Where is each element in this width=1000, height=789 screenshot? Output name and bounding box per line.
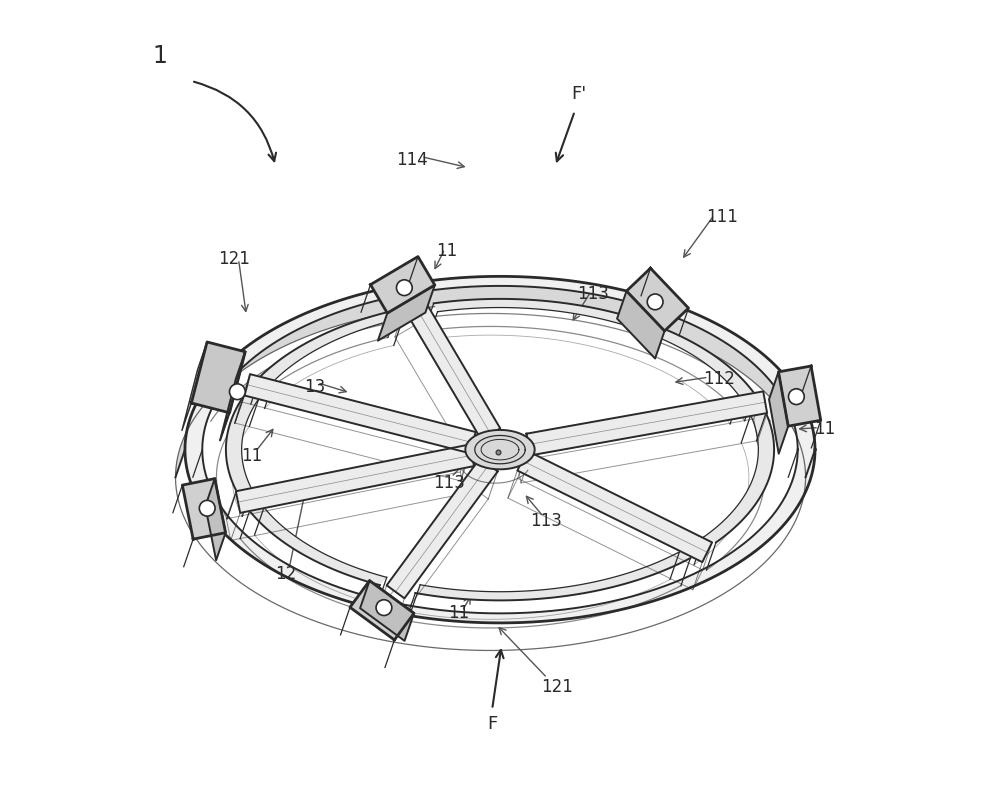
- Polygon shape: [465, 430, 535, 469]
- Text: 111: 111: [706, 208, 738, 226]
- Polygon shape: [182, 342, 207, 431]
- Polygon shape: [191, 342, 245, 413]
- Polygon shape: [250, 507, 387, 585]
- Polygon shape: [617, 291, 665, 358]
- Text: 11: 11: [814, 421, 835, 438]
- Polygon shape: [176, 276, 815, 477]
- Polygon shape: [350, 581, 414, 640]
- Text: 113: 113: [433, 473, 465, 492]
- Text: 11: 11: [436, 242, 457, 260]
- Text: 113: 113: [530, 511, 562, 529]
- Circle shape: [396, 280, 412, 296]
- Polygon shape: [517, 451, 712, 562]
- Text: 13: 13: [304, 378, 326, 395]
- Polygon shape: [527, 391, 767, 455]
- Polygon shape: [226, 395, 259, 492]
- Polygon shape: [220, 352, 245, 440]
- Polygon shape: [185, 276, 815, 623]
- Text: 121: 121: [541, 679, 573, 697]
- Polygon shape: [182, 479, 226, 539]
- Text: 1: 1: [152, 44, 167, 68]
- Polygon shape: [415, 552, 690, 600]
- Polygon shape: [434, 299, 754, 396]
- Polygon shape: [404, 298, 500, 439]
- Text: 11: 11: [241, 447, 263, 465]
- Polygon shape: [370, 256, 435, 313]
- Polygon shape: [360, 581, 414, 641]
- Circle shape: [788, 389, 804, 405]
- Circle shape: [229, 384, 245, 399]
- Text: 112: 112: [703, 370, 735, 387]
- Polygon shape: [245, 374, 476, 454]
- Text: 113: 113: [577, 285, 609, 303]
- Text: 114: 114: [396, 151, 428, 169]
- Polygon shape: [205, 479, 226, 560]
- Text: 11: 11: [448, 604, 470, 623]
- Polygon shape: [260, 310, 403, 381]
- Text: F': F': [571, 84, 586, 103]
- Text: F: F: [487, 715, 497, 733]
- Polygon shape: [704, 413, 774, 543]
- Polygon shape: [627, 268, 689, 331]
- Polygon shape: [778, 366, 821, 426]
- Text: 12: 12: [275, 565, 296, 583]
- Polygon shape: [378, 285, 435, 341]
- Circle shape: [199, 500, 215, 516]
- Polygon shape: [387, 458, 498, 598]
- Polygon shape: [236, 444, 474, 513]
- Text: 121: 121: [218, 250, 250, 268]
- Circle shape: [647, 294, 663, 310]
- Circle shape: [376, 600, 392, 615]
- Polygon shape: [769, 372, 788, 454]
